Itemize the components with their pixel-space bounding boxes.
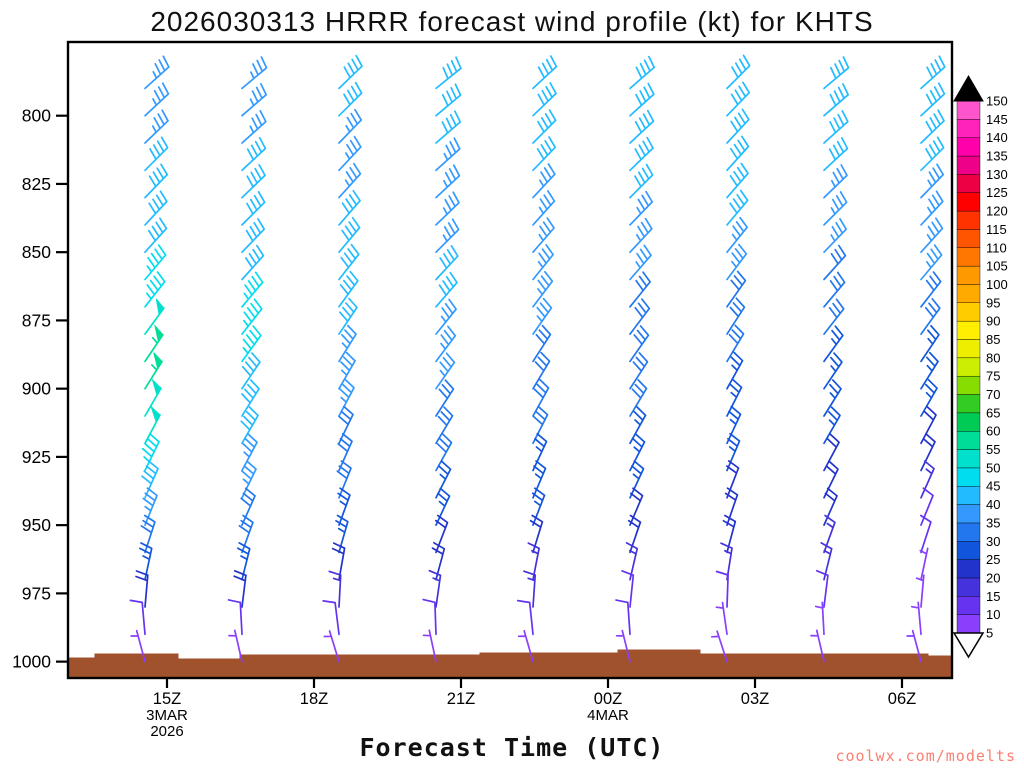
y-tick-label: 900 <box>22 379 51 399</box>
colorbar-cell <box>956 577 981 597</box>
colorbar-label: 60 <box>986 424 1000 439</box>
colorbar-cell <box>956 596 981 615</box>
colorbar-cell <box>956 320 981 340</box>
colorbar-label: 140 <box>986 130 1008 145</box>
y-tick-label: 850 <box>22 242 51 262</box>
colorbar-label: 25 <box>986 552 1000 567</box>
chart-title: 2026030313 HRRR forecast wind profile (k… <box>150 6 874 37</box>
colorbar-label: 45 <box>986 479 1000 494</box>
colorbar-label: 95 <box>986 295 1000 310</box>
colorbar-over-arrow <box>953 75 984 102</box>
colorbar-label: 110 <box>986 240 1007 255</box>
colorbar-cell <box>956 302 981 322</box>
colorbar-cell <box>956 100 981 120</box>
y-tick-label: 975 <box>22 583 51 603</box>
colorbar-label: 125 <box>986 185 1008 200</box>
colorbar-cell <box>956 614 981 634</box>
colorbar-cell <box>956 486 981 505</box>
colorbar-cell <box>956 541 981 560</box>
colorbar-cell <box>956 119 981 138</box>
x-tick-label: 03Z <box>741 690 769 708</box>
colorbar-label: 75 <box>986 369 1000 384</box>
y-axis: 800 825 850 875 900 925 950 975 1000 <box>12 106 68 672</box>
x-tick-label: 15Z <box>153 690 181 708</box>
colorbar-cell <box>956 431 981 450</box>
wind-barbs <box>129 54 946 663</box>
colorbar-label: 145 <box>986 112 1008 127</box>
x-date-label: 2026 <box>150 723 183 740</box>
colorbar-cell <box>956 412 981 432</box>
colorbar-cell <box>956 522 981 542</box>
y-tick-label: 1000 <box>12 652 51 672</box>
colorbar-label: 135 <box>986 149 1008 164</box>
x-axis-label: Forecast Time (UTC) <box>359 733 665 762</box>
colorbar: 5 10 15 20 25 30 35 40 45 50 55 60 65 70 75 80 85 90 95 100… <box>952 75 1008 659</box>
colorbar-label: 100 <box>986 277 1008 292</box>
y-tick-label: 950 <box>22 515 51 535</box>
colorbar-cell <box>956 229 981 248</box>
x-date-label: 3MAR <box>146 707 188 724</box>
colorbar-label: 40 <box>986 497 1000 512</box>
colorbar-cell <box>956 449 981 469</box>
colorbar-cell <box>956 265 981 285</box>
colorbar-cell <box>956 467 981 487</box>
colorbar-cell <box>956 192 981 212</box>
x-tick-label: 06Z <box>888 690 916 708</box>
colorbar-label: 130 <box>986 167 1008 182</box>
plot-frame <box>66 40 954 680</box>
colorbar-cell <box>956 504 981 524</box>
colorbar-cell <box>956 357 981 377</box>
colorbar-label: 120 <box>986 204 1008 219</box>
colorbar-label: 105 <box>986 259 1008 274</box>
colorbar-cell <box>956 210 981 230</box>
colorbar-cell <box>956 155 981 175</box>
colorbar-label: 20 <box>986 570 1000 585</box>
colorbar-label: 85 <box>986 332 1000 347</box>
colorbar-label: 55 <box>986 442 1000 457</box>
colorbar-cell <box>956 394 981 414</box>
x-date-label: 4MAR <box>587 707 629 724</box>
colorbar-label: 90 <box>986 314 1000 329</box>
colorbar-label: 115 <box>986 222 1007 237</box>
colorbar-cell <box>956 247 981 267</box>
colorbar-cell <box>956 339 981 359</box>
colorbar-label: 80 <box>986 350 1000 365</box>
y-tick-label: 825 <box>22 174 51 194</box>
colorbar-label: 10 <box>986 607 1000 622</box>
colorbar-label: 50 <box>986 460 1000 475</box>
x-tick-label: 18Z <box>300 690 328 708</box>
terrain-profile <box>67 649 953 679</box>
colorbar-cell <box>956 559 981 579</box>
colorbar-cell <box>956 284 981 303</box>
y-tick-label: 800 <box>22 106 51 126</box>
colorbar-under-arrow <box>952 632 985 659</box>
colorbar-cell <box>956 137 981 157</box>
watermark-text: coolwx.com/modelts <box>835 747 1016 765</box>
y-tick-label: 925 <box>22 447 51 467</box>
colorbar-label: 30 <box>986 534 1000 549</box>
colorbar-label: 35 <box>986 515 1000 530</box>
x-tick-label: 21Z <box>447 690 475 708</box>
colorbar-cell <box>956 375 981 395</box>
x-tick-label: 00Z <box>594 690 622 708</box>
y-tick-label: 875 <box>22 310 51 330</box>
colorbar-label: 150 <box>986 94 1008 109</box>
colorbar-label: 65 <box>986 405 1000 420</box>
colorbar-label: 15 <box>986 589 1000 604</box>
colorbar-cell <box>956 174 981 193</box>
colorbar-label: 5 <box>986 626 993 641</box>
colorbar-label: 70 <box>986 387 1000 402</box>
